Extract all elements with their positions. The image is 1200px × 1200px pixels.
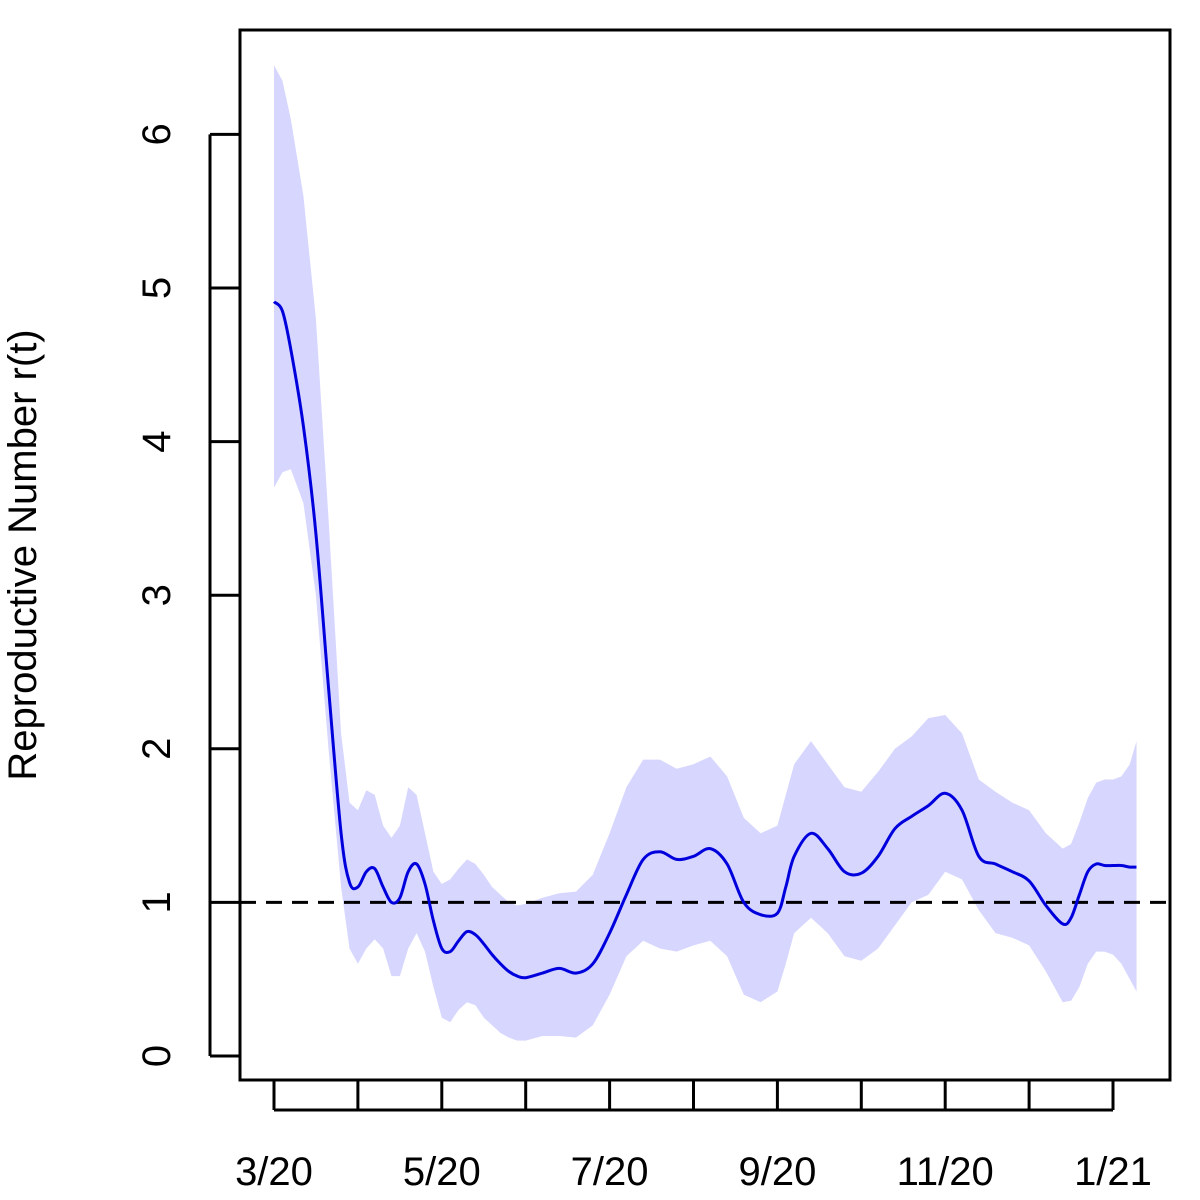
- plot-frame: [238, 28, 1172, 1082]
- y-tick-label: 0: [135, 1045, 179, 1067]
- y-tick-label: 1: [135, 891, 179, 913]
- y-tick-label: 4: [135, 430, 179, 452]
- y-tick-label: 2: [135, 738, 179, 760]
- x-tick-label: 1/21: [1074, 1150, 1152, 1194]
- x-tick-label: 5/20: [403, 1150, 481, 1194]
- y-tick-label: 6: [135, 123, 179, 145]
- x-tick-label: 7/20: [571, 1150, 649, 1194]
- y-tick-label: 5: [135, 277, 179, 299]
- x-tick-label: 11/20: [897, 1150, 994, 1194]
- series-line-rt: [272, 300, 1137, 980]
- y-axis-title: Reproductive Number r(t): [1, 329, 45, 780]
- y-tick-label: 3: [135, 584, 179, 606]
- x-tick-label: 9/20: [738, 1150, 816, 1194]
- confidence-band: [274, 65, 1137, 1041]
- x-tick-label: 3/20: [235, 1150, 313, 1194]
